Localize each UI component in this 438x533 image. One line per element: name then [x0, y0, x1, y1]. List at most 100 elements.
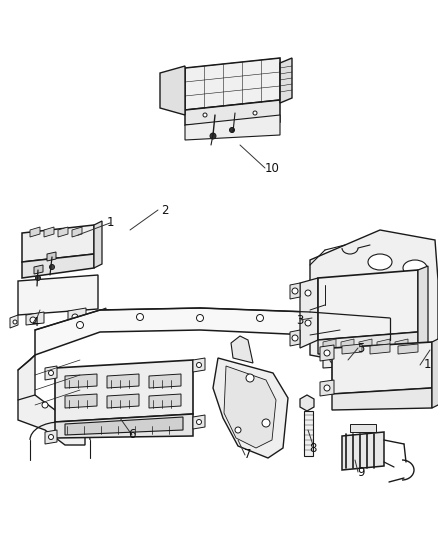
Polygon shape: [45, 430, 57, 444]
Bar: [350, 424, 376, 432]
Circle shape: [100, 314, 104, 318]
Text: 2: 2: [161, 204, 169, 216]
Text: 10: 10: [265, 161, 279, 174]
Polygon shape: [318, 270, 418, 340]
Polygon shape: [185, 115, 280, 140]
Circle shape: [49, 434, 53, 440]
Polygon shape: [332, 342, 432, 394]
Circle shape: [137, 313, 144, 320]
Polygon shape: [432, 338, 438, 408]
Circle shape: [357, 322, 364, 329]
Text: 3: 3: [297, 313, 304, 327]
Polygon shape: [65, 374, 97, 388]
Polygon shape: [193, 358, 205, 372]
Polygon shape: [320, 345, 334, 361]
Circle shape: [203, 113, 207, 117]
Polygon shape: [98, 308, 106, 323]
Polygon shape: [185, 100, 280, 125]
Polygon shape: [323, 346, 413, 368]
Circle shape: [305, 290, 311, 296]
Circle shape: [57, 377, 63, 383]
Polygon shape: [160, 66, 185, 115]
Polygon shape: [107, 374, 139, 388]
Circle shape: [324, 385, 330, 391]
Circle shape: [292, 288, 298, 294]
Polygon shape: [280, 58, 292, 103]
Polygon shape: [318, 332, 418, 354]
Circle shape: [262, 419, 270, 427]
Polygon shape: [290, 330, 300, 346]
Polygon shape: [185, 58, 280, 110]
Polygon shape: [26, 312, 44, 325]
Polygon shape: [290, 283, 300, 299]
Polygon shape: [342, 432, 384, 470]
Circle shape: [400, 351, 406, 357]
Polygon shape: [55, 360, 193, 422]
Circle shape: [305, 320, 311, 326]
Polygon shape: [300, 395, 314, 411]
Ellipse shape: [368, 254, 392, 270]
Polygon shape: [377, 339, 390, 353]
Circle shape: [330, 357, 336, 363]
Circle shape: [246, 374, 254, 382]
Polygon shape: [72, 227, 82, 237]
Text: 7: 7: [244, 448, 252, 462]
Circle shape: [324, 350, 330, 356]
Polygon shape: [323, 339, 336, 353]
Circle shape: [42, 402, 48, 408]
Polygon shape: [310, 230, 438, 378]
Polygon shape: [320, 380, 334, 396]
Ellipse shape: [403, 284, 427, 300]
Circle shape: [257, 314, 264, 321]
Polygon shape: [34, 265, 43, 274]
Circle shape: [35, 276, 40, 280]
Circle shape: [197, 419, 201, 424]
Polygon shape: [231, 336, 253, 363]
Bar: [304, 411, 313, 456]
Ellipse shape: [366, 284, 390, 300]
Polygon shape: [30, 227, 40, 237]
Text: 4: 4: [31, 317, 39, 329]
Circle shape: [210, 133, 216, 139]
Polygon shape: [395, 339, 408, 353]
Circle shape: [49, 370, 53, 376]
Text: 1: 1: [106, 216, 114, 230]
Circle shape: [317, 319, 324, 326]
Polygon shape: [47, 252, 56, 261]
Polygon shape: [332, 388, 432, 410]
Circle shape: [292, 335, 298, 341]
Circle shape: [230, 127, 234, 133]
Polygon shape: [22, 225, 94, 262]
Circle shape: [13, 320, 17, 324]
Circle shape: [30, 317, 36, 323]
Circle shape: [197, 362, 201, 367]
Polygon shape: [44, 227, 54, 237]
Text: 6: 6: [128, 429, 136, 441]
Polygon shape: [213, 358, 288, 458]
Polygon shape: [35, 308, 390, 355]
Polygon shape: [45, 366, 57, 380]
Polygon shape: [418, 266, 428, 350]
Polygon shape: [149, 374, 181, 388]
Polygon shape: [359, 339, 372, 353]
Polygon shape: [65, 417, 183, 435]
Text: 8: 8: [309, 441, 317, 455]
Polygon shape: [94, 221, 102, 268]
Ellipse shape: [385, 311, 405, 325]
Polygon shape: [68, 308, 86, 321]
Ellipse shape: [403, 260, 427, 276]
Polygon shape: [193, 415, 205, 429]
Circle shape: [253, 111, 257, 115]
Polygon shape: [341, 339, 354, 353]
Polygon shape: [65, 394, 97, 408]
Polygon shape: [398, 344, 418, 354]
Circle shape: [197, 314, 204, 321]
Circle shape: [235, 427, 241, 433]
Text: 9: 9: [357, 465, 365, 479]
Polygon shape: [342, 344, 362, 354]
Polygon shape: [107, 394, 139, 408]
Polygon shape: [22, 254, 94, 278]
Polygon shape: [58, 227, 68, 237]
Polygon shape: [18, 355, 85, 445]
Polygon shape: [55, 414, 193, 438]
